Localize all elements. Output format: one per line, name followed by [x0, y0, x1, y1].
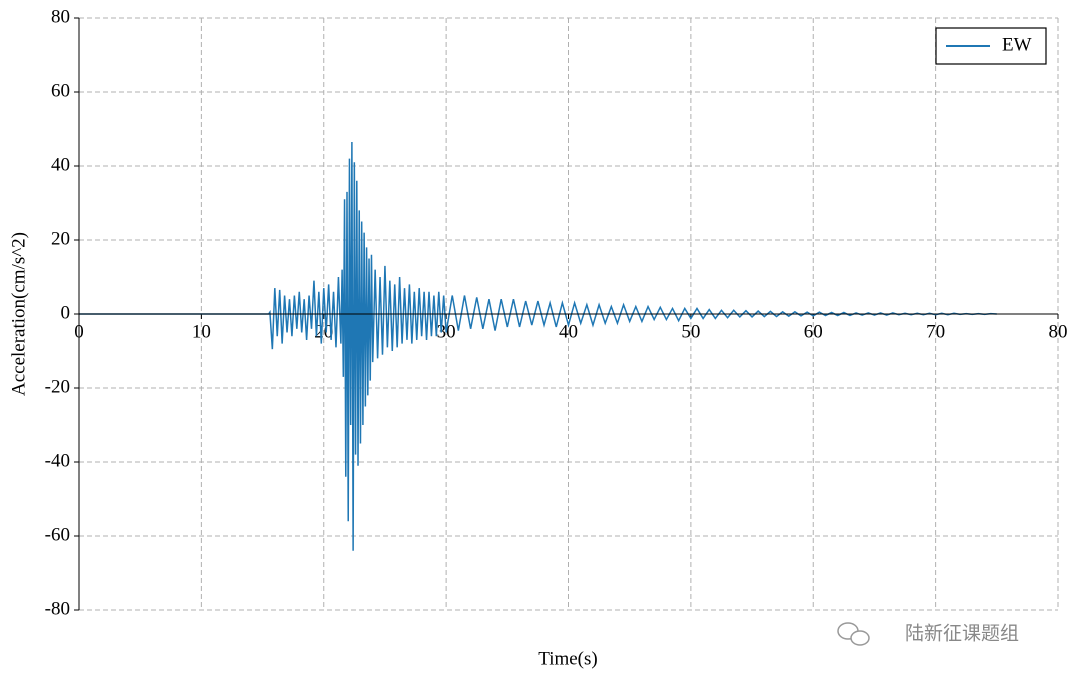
y-tick-label: -40 — [45, 450, 70, 471]
x-tick-label: 70 — [926, 321, 945, 342]
x-tick-label: 80 — [1049, 321, 1068, 342]
x-tick-label: 60 — [804, 321, 823, 342]
x-tick-label: 40 — [559, 321, 578, 342]
y-tick-label: 20 — [51, 228, 70, 249]
y-axis-label: Acceleration(cm/s^2) — [8, 232, 29, 396]
legend-label: EW — [1002, 34, 1032, 55]
watermark: 陆新征课题组 — [905, 623, 1019, 645]
x-tick-label: 10 — [192, 321, 211, 342]
data-line — [79, 141, 997, 551]
y-tick-label: 40 — [51, 154, 70, 175]
watermark-icon — [837, 622, 870, 646]
y-tick-label: 0 — [61, 302, 71, 323]
x-tick-label: 20 — [314, 321, 333, 342]
y-tick-label: -20 — [45, 376, 70, 397]
y-tick-label: -60 — [45, 524, 70, 545]
y-tick-label: -80 — [45, 598, 70, 619]
x-tick-label: 50 — [681, 321, 700, 342]
y-tick-label: 80 — [51, 6, 70, 27]
y-tick-label: 60 — [51, 80, 70, 101]
x-axis-label: Time(s) — [538, 648, 597, 669]
